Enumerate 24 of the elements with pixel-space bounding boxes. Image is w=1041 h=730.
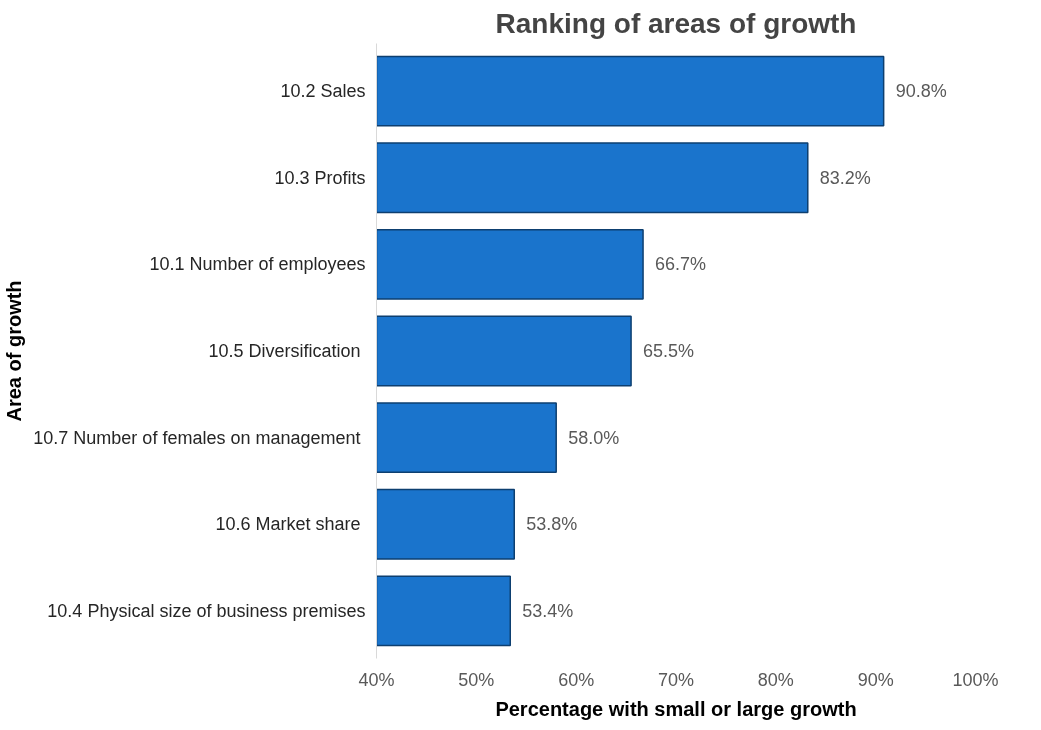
data-label: 53.4%	[522, 600, 574, 621]
y-tick-label: 10.2 Sales	[280, 81, 366, 102]
data-label: 58.0%	[568, 427, 620, 448]
data-label: 90.8%	[895, 81, 947, 102]
x-axis-title: Percentage with small or large growth	[495, 697, 857, 720]
y-tick-label: 10.6 Market share	[215, 514, 361, 535]
x-tick-label: 80%	[757, 669, 794, 690]
y-tick-label: 10.3 Profits	[274, 167, 366, 188]
x-tick-label: 40%	[358, 669, 395, 690]
y-tick-label: 10.1 Number of employees	[149, 254, 366, 275]
x-tick-label: 50%	[458, 669, 495, 690]
x-tick-label: 70%	[657, 669, 695, 690]
data-label: 66.7%	[655, 254, 707, 275]
y-tick-label: 10.4 Physical size of business premises	[47, 600, 366, 621]
chart-title: Ranking of areas of growth	[495, 7, 857, 39]
y-axis-title: Area of growth	[3, 280, 26, 422]
x-tick-label: 100%	[952, 669, 999, 690]
data-label: 53.8%	[526, 514, 578, 535]
data-label: 83.2%	[819, 167, 871, 188]
x-tick-label: 90%	[857, 669, 894, 690]
y-tick-label: 10.5 Diversification	[208, 341, 361, 361]
y-tick-label: 10.7 Number of females on management	[33, 427, 361, 448]
data-label: 65.5%	[643, 341, 695, 361]
x-tick-label: 60%	[558, 669, 595, 690]
